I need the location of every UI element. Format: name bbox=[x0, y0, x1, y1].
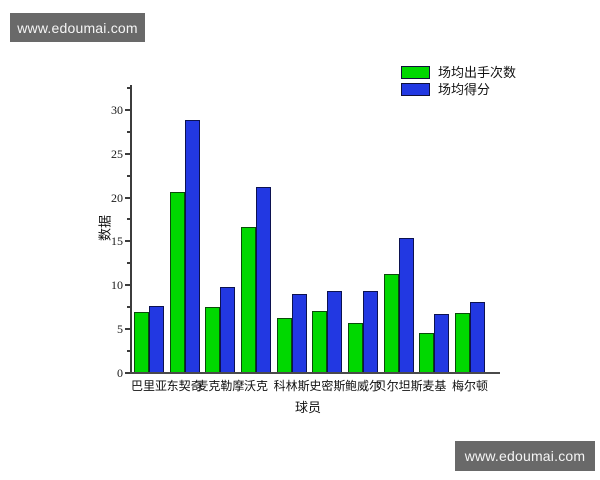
bar-points-1 bbox=[149, 306, 164, 373]
bar-points-10 bbox=[470, 301, 486, 373]
x-axis-tick-label: 巴里亚 bbox=[130, 379, 168, 393]
y-axis-title: 数据 bbox=[97, 214, 113, 242]
y-axis-minor-tick bbox=[127, 174, 131, 177]
x-axis-tick-label: 梅尔顿 bbox=[452, 379, 489, 393]
x-axis-tick-label: 麦克勒摩 bbox=[196, 379, 245, 393]
y-axis-tick-label: 15 bbox=[111, 234, 123, 249]
y-axis-line bbox=[130, 85, 132, 374]
x-axis-line bbox=[130, 372, 500, 374]
y-axis-tick-label: 5 bbox=[117, 322, 123, 337]
bar-points-9 bbox=[434, 314, 450, 373]
y-axis-tick-label: 25 bbox=[111, 146, 123, 161]
legend-item-shots: 场均出手次数 bbox=[401, 64, 516, 80]
legend-label-shots: 场均出手次数 bbox=[438, 64, 517, 80]
x-axis-tick-label: 科林斯 bbox=[273, 379, 310, 393]
bar-points-3 bbox=[220, 287, 236, 373]
x-axis-tick-label: 鲍威尔 bbox=[345, 379, 382, 393]
bar-shots-8 bbox=[383, 273, 399, 373]
bar-shots-3 bbox=[205, 307, 221, 373]
x-axis-tick-label: 麦基 bbox=[422, 379, 447, 393]
y-axis-tick-label: 20 bbox=[111, 190, 123, 205]
bar-points-2 bbox=[184, 120, 200, 373]
y-axis-minor-tick bbox=[127, 218, 131, 221]
bar-points-5 bbox=[291, 294, 307, 373]
y-axis-major-tick bbox=[125, 328, 131, 331]
y-axis-major-tick bbox=[125, 284, 131, 287]
x-axis-tick-label: 沃克 bbox=[243, 379, 269, 393]
y-axis-major-tick bbox=[125, 152, 131, 155]
bar-shots-10 bbox=[455, 313, 471, 373]
y-axis-minor-tick bbox=[127, 86, 131, 89]
bar-points-8 bbox=[398, 237, 414, 373]
legend-label-points: 场均得分 bbox=[438, 81, 491, 97]
legend-item-points: 场均得分 bbox=[401, 81, 516, 97]
x-axis-tick-label: 东契奇 bbox=[166, 379, 203, 393]
bar-points-6 bbox=[327, 291, 343, 373]
bar-shots-4 bbox=[241, 227, 256, 373]
bar-shots-1 bbox=[134, 311, 149, 373]
bar-shots-5 bbox=[276, 317, 292, 373]
legend: 场均出手次数 场均得分 bbox=[401, 64, 516, 98]
legend-swatch-green bbox=[401, 65, 430, 79]
bar-points-7 bbox=[363, 290, 379, 373]
watermark-bottom-right: www.edoumai.com bbox=[455, 441, 595, 471]
bar-shots-6 bbox=[312, 310, 328, 373]
y-axis-tick-label: 30 bbox=[111, 102, 123, 117]
legend-swatch-blue bbox=[401, 82, 430, 96]
y-axis-minor-tick bbox=[127, 262, 131, 265]
y-axis-minor-tick bbox=[127, 130, 131, 133]
bar-shots-7 bbox=[348, 322, 364, 373]
bar-shots-2 bbox=[169, 192, 185, 373]
y-axis-major-tick bbox=[125, 108, 131, 111]
y-axis-minor-tick bbox=[127, 306, 131, 309]
y-axis-tick-label: 0 bbox=[117, 366, 123, 380]
x-axis-title: 球员 bbox=[294, 400, 322, 415]
bar-shots-9 bbox=[419, 332, 435, 373]
x-axis-tick-label: 史密斯 bbox=[309, 379, 346, 393]
y-axis-minor-tick bbox=[127, 350, 131, 353]
y-axis-major-tick bbox=[125, 240, 131, 243]
y-axis-major-tick bbox=[125, 196, 131, 199]
y-axis-major-tick bbox=[125, 372, 131, 374]
bar-points-4 bbox=[256, 187, 271, 373]
watermark-top-left: www.edoumai.com bbox=[10, 13, 145, 42]
y-axis-tick-label: 10 bbox=[111, 278, 123, 293]
x-axis-tick-label: 贝尔坦斯 bbox=[374, 379, 423, 393]
